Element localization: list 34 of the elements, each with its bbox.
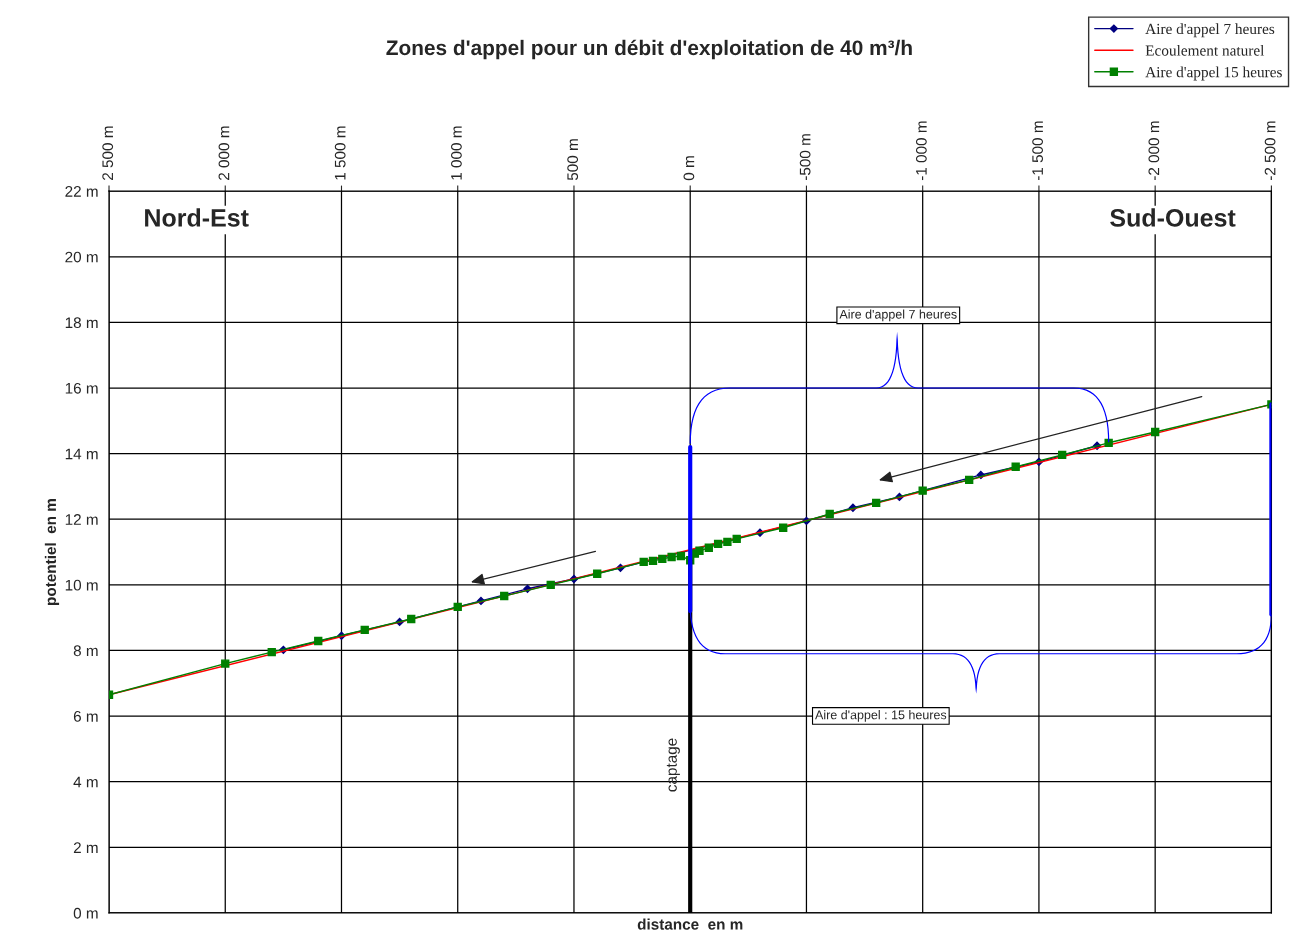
y-tick-label: 6 m [73, 710, 98, 722]
y-tick-label: 0 m [73, 907, 98, 919]
x-tick-label: 2 500 m [102, 126, 114, 180]
y-tick-label: 22 m [65, 186, 98, 197]
x-tick-label: 0 m [683, 156, 695, 181]
y-axis-title: potentiel en m [44, 499, 60, 605]
y-tick-label: 16 m [65, 382, 98, 394]
annotation: Aire d'appel : 15 heures [815, 710, 947, 722]
y-tick-label: 14 m [65, 448, 98, 460]
y-tick-label: 10 m [65, 579, 98, 591]
x-tick-label: 1 000 m [451, 126, 462, 180]
y-tick-label: 8 m [73, 645, 98, 657]
x-tick-label: -1 500 m [1032, 121, 1044, 181]
y-tick-label: 4 m [73, 776, 98, 788]
annotation: Aire d'appel 7 heures [839, 309, 957, 322]
annotation: Sud-Ouest [1110, 208, 1236, 227]
y-tick-label: 2 m [73, 842, 98, 853]
x-tick-label: -2 000 m [1148, 121, 1160, 181]
legend-label: Ecoulement naturel [1145, 44, 1265, 56]
chart-title: Zones d'appel pour un débit d'exploitation de 40 m³/h [386, 39, 912, 60]
x-axis-title: distance en m [637, 918, 743, 930]
legend-label: Aire d'appel 7 heures [1145, 23, 1275, 38]
x-tick-label: -2 500 m [1264, 121, 1276, 181]
x-tick-label: -500 m [799, 134, 811, 181]
x-tick-label: 2 000 m [218, 126, 230, 180]
annotation: Nord-Est [145, 208, 249, 227]
x-tick-label: -1 000 m [915, 121, 927, 181]
y-tick-label: 20 m [65, 251, 98, 263]
y-tick-label: 12 m [65, 514, 98, 525]
legend-label: Aire d'appel 15 heures [1145, 66, 1282, 81]
x-tick-label: 1 500 m [334, 126, 346, 180]
annotation: captage [666, 738, 680, 792]
x-tick-label: 500 m [567, 139, 579, 181]
y-tick-label: 18 m [65, 317, 98, 329]
